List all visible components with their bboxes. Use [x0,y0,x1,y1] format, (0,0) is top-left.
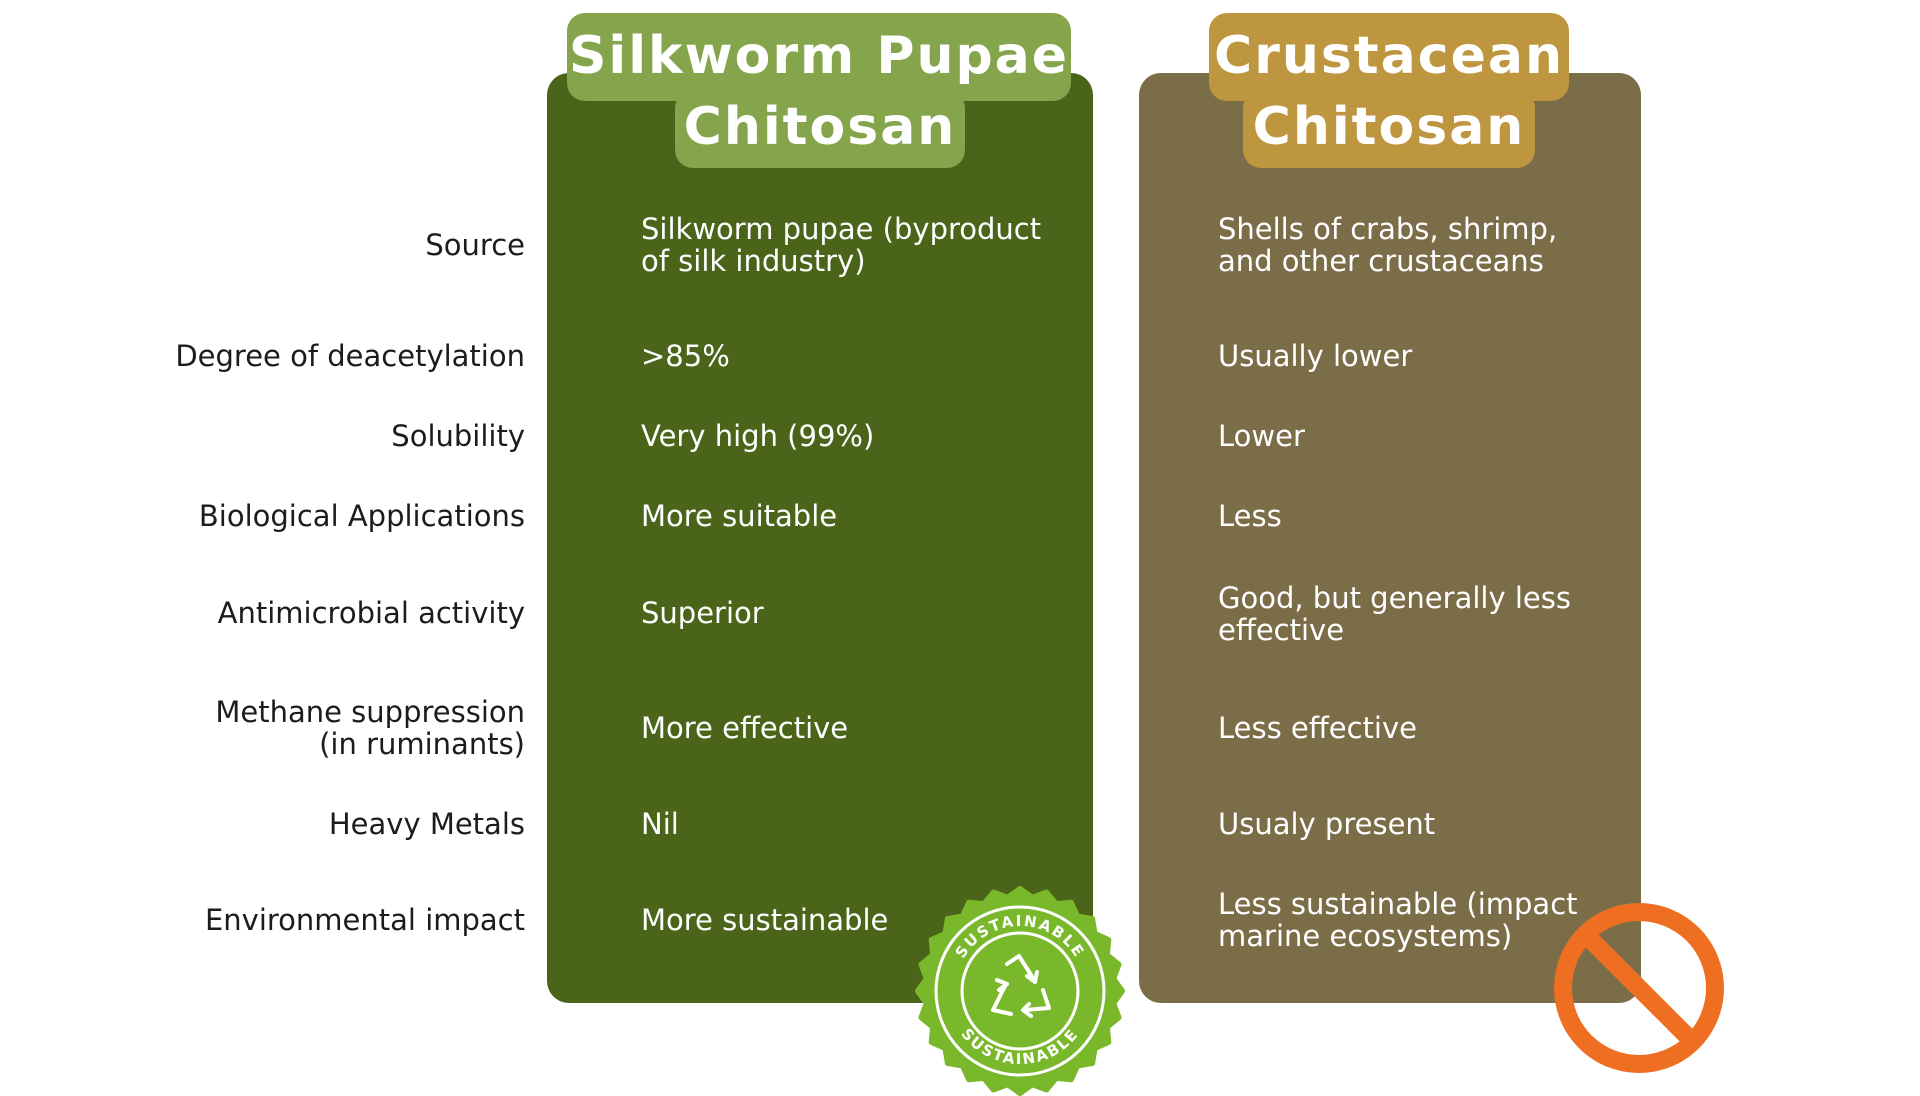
crustacean-title-line2: Chitosan [1243,90,1535,168]
row-label-biological: Biological Applications [198,499,525,533]
crustacean-environment: Less sustainable (impact marine ecosyste… [1218,887,1578,953]
crustacean-column-panel [1139,73,1641,1003]
no-symbol-icon [1554,903,1724,1073]
silkworm-environment: More sustainable [641,903,889,937]
crustacean-methane: Less effective [1218,711,1417,745]
row-label-methane: Methane suppression [215,695,525,729]
row-label-deacetylation: Degree of deacetylation [175,339,525,373]
recycle-icon [991,954,1051,1018]
silkworm-title-line1: Silkworm Pupae [567,13,1071,101]
crustacean-antimicrobial: Good, but generally less effective [1218,581,1571,647]
silkworm-heavy-metals: Nil [641,807,679,841]
row-label-environment: Environmental impact [204,903,525,937]
row-label-antimicrobial: Antimicrobial activity [217,596,525,630]
crustacean-heavy-metals: Usualy present [1218,807,1436,841]
silkworm-source: Silkworm pupae (byproduct of silk indust… [641,212,1042,278]
row-label-solubility: Solubility [391,419,525,453]
row-label-methane-sub: (in ruminants) [319,727,525,761]
row-label-heavy-metals: Heavy Metals [328,807,525,841]
crustacean-deacetylation: Usually lower [1218,339,1413,373]
silkworm-title-line2: Chitosan [675,90,965,168]
badge-seal-shape [915,886,1125,1096]
silkworm-antimicrobial: Superior [641,596,764,630]
crustacean-solubility: Lower [1218,419,1305,453]
silkworm-methane: More effective [641,711,849,745]
sustainable-badge-icon: SUSTAINABLE SUSTAINABLE [915,886,1125,1096]
crustacean-source: Shells of crabs, shrimp, and other crust… [1218,212,1558,278]
crustacean-biological: Less [1218,499,1282,533]
silkworm-deacetylation: >85% [641,339,730,373]
silkworm-column-panel [547,73,1093,1003]
crustacean-title-line1: Crustacean [1209,13,1569,101]
silkworm-biological: More suitable [641,499,838,533]
row-label-source: Source [425,228,525,262]
silkworm-solubility: Very high (99%) [641,419,875,453]
